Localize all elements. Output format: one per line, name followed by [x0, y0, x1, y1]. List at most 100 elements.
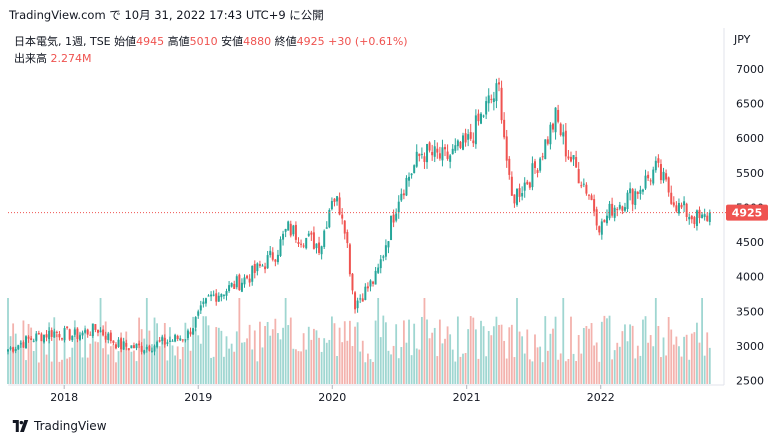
candle-body [703, 214, 706, 217]
volume-bar [109, 346, 112, 384]
currency-label: JPY [734, 33, 751, 46]
candle-body [166, 342, 169, 344]
volume-bar [184, 322, 187, 384]
candle-body [572, 155, 575, 160]
volume-bar [459, 356, 462, 384]
candle-body [626, 192, 629, 210]
candle-body [99, 330, 102, 333]
candle-body [654, 160, 657, 171]
candle-body [449, 155, 452, 162]
last-price-badge [726, 204, 768, 221]
volume-bar [680, 356, 683, 384]
volume-bar [688, 359, 691, 384]
volume-bar [603, 315, 606, 384]
volume-bar [672, 344, 675, 384]
candle-body [515, 188, 518, 205]
volume-bar [508, 327, 511, 384]
tradingview-logo-icon [12, 420, 29, 432]
candle-body [657, 158, 660, 163]
volume-bar [279, 339, 282, 384]
candle-body [271, 252, 274, 260]
candle-body [32, 340, 35, 342]
volume-bar [166, 360, 169, 384]
candle-body [86, 329, 89, 335]
candle-body [562, 132, 565, 137]
open-label: 始値 [114, 35, 137, 48]
candle-body [647, 174, 650, 179]
volume-bar [528, 359, 531, 384]
candle-body [292, 225, 295, 235]
volume-bar [467, 329, 470, 384]
candle-body [228, 285, 231, 291]
volume-bar [199, 343, 202, 384]
volume-bar [261, 347, 264, 384]
candle-body [564, 130, 567, 157]
volume-bar [269, 335, 272, 384]
volume-bar [472, 317, 475, 384]
volume-bar [405, 342, 408, 384]
volume-bar [310, 339, 313, 384]
candle-body [559, 123, 562, 136]
candle-body [251, 265, 254, 282]
candle-body [112, 340, 115, 344]
volume-bar [27, 323, 30, 384]
candle-body [289, 223, 292, 236]
candle-body [392, 214, 395, 223]
candle-body [171, 340, 174, 342]
y-tick-label: 3000 [736, 340, 764, 353]
publish-caption: TradingView.com で 10月 31, 2022 17:43 UTC… [9, 8, 324, 22]
high-value: 5010 [189, 35, 218, 48]
volume-bar [564, 361, 567, 384]
volume-bar [621, 331, 624, 384]
volume-bar [320, 351, 323, 384]
volume-bar [284, 298, 287, 384]
candle-body [222, 295, 225, 297]
volume-bar [256, 361, 259, 384]
volume-bar [287, 325, 290, 384]
candle-body [120, 338, 123, 350]
candle-body [423, 156, 426, 162]
volume-bar [608, 315, 611, 384]
candle-body [616, 208, 619, 210]
volume-bar [55, 334, 58, 384]
volume-bar [225, 336, 228, 384]
last-price-value: 4925 [732, 207, 763, 220]
candle-body [89, 334, 92, 336]
volume-bar [12, 323, 15, 384]
candle-body [508, 158, 511, 175]
volume-bar [230, 343, 233, 384]
volume-bar [474, 329, 477, 384]
candle-body [240, 282, 243, 292]
candle-body [456, 140, 459, 147]
candle-body [17, 345, 20, 350]
candle-body [258, 264, 261, 266]
volume-bar [670, 329, 673, 384]
volume-bar [138, 317, 141, 384]
candle-body [156, 341, 159, 348]
candle-body [63, 328, 66, 341]
candle-body [104, 335, 107, 340]
volume-bar [701, 298, 703, 384]
volume-bar [492, 326, 495, 384]
candle-body [428, 142, 431, 151]
candle-body [521, 193, 524, 197]
volume-bar [217, 327, 220, 384]
candle-body [181, 339, 184, 341]
candle-body [199, 305, 202, 311]
y-tick-label: 6500 [736, 98, 764, 111]
candle-body [143, 350, 146, 354]
volume-bar [40, 333, 43, 384]
y-tick-label: 4000 [736, 271, 764, 284]
volume-bar [462, 353, 464, 384]
volume-bar [657, 325, 660, 384]
candle-body [431, 151, 434, 156]
candle-body [145, 346, 148, 350]
candle-body [140, 345, 143, 352]
volume-bar [498, 324, 500, 384]
candle-body [351, 273, 354, 291]
volume-bar [387, 350, 390, 384]
volume-bar [629, 324, 632, 384]
volume-bar [140, 329, 143, 384]
candle-body [472, 140, 475, 144]
